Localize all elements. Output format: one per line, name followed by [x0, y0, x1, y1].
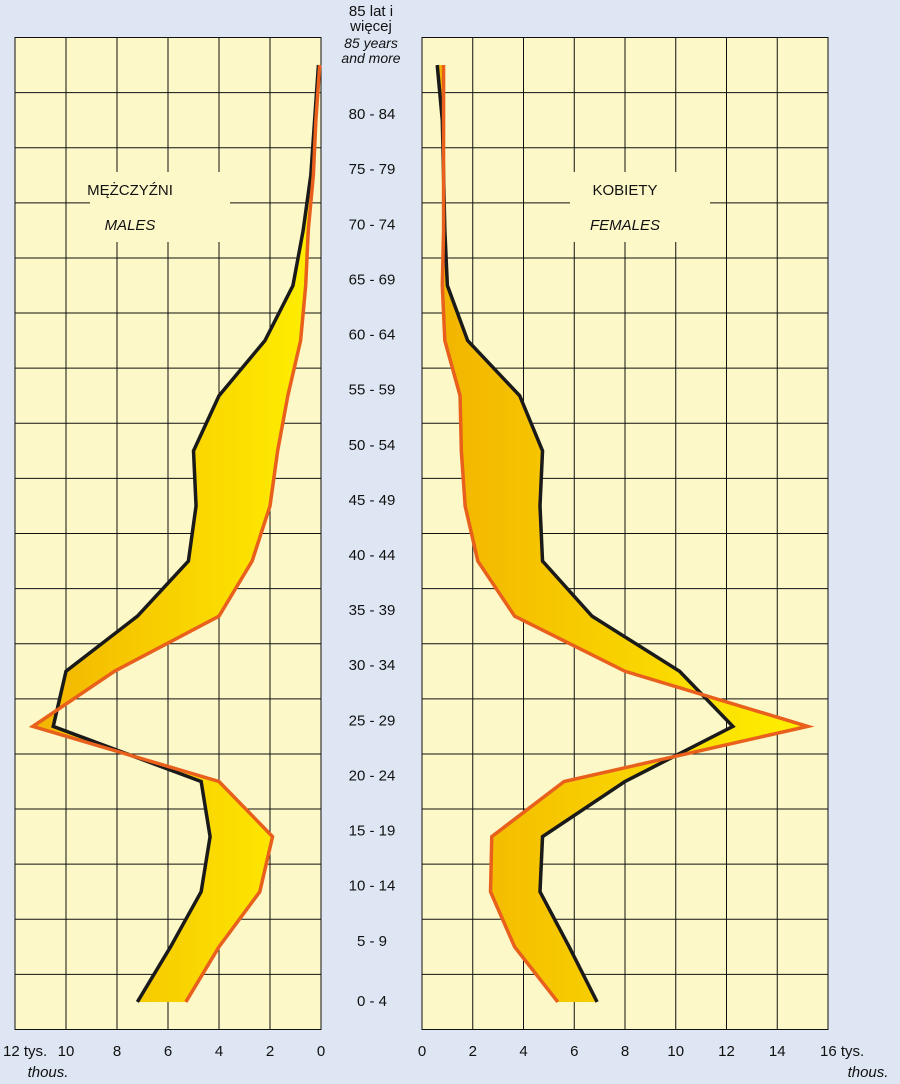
category-label: 0 - 4 — [357, 993, 387, 1010]
x-unit: thous. — [848, 1064, 889, 1081]
category-label: 50 - 54 — [349, 437, 396, 454]
x-tick-label: 0 — [317, 1043, 325, 1060]
category-label: 70 - 74 — [349, 216, 396, 233]
x-tick-label: 14 — [769, 1043, 786, 1060]
x-tick-label: 12 — [718, 1043, 735, 1060]
x-tick-label: 8 — [621, 1043, 629, 1060]
x-tick-label: 16 tys. — [820, 1043, 864, 1060]
category-label: 25 - 29 — [349, 712, 396, 729]
category-label: 15 - 19 — [349, 823, 396, 840]
category-label: 10 - 14 — [349, 878, 396, 895]
x-tick-label: 10 — [667, 1043, 684, 1060]
series-line — [440, 65, 815, 1004]
category-label: 75 - 79 — [349, 161, 396, 178]
band-fill — [437, 65, 808, 1002]
category-label: 40 - 44 — [349, 547, 396, 564]
series-line — [51, 64, 321, 1003]
x-tick-label: 10 — [58, 1043, 75, 1060]
panel-title: MĘŻCZYŹNI — [87, 181, 173, 199]
x-tick-label: 8 — [113, 1043, 121, 1060]
x-tick-label: 2 — [266, 1043, 274, 1060]
category-label: 5 - 9 — [357, 933, 387, 950]
panel-title: KOBIETY — [592, 182, 657, 199]
x-tick-label: 4 — [519, 1043, 527, 1060]
x-tick-label: 6 — [164, 1043, 172, 1060]
category-label: 60 - 64 — [349, 327, 396, 344]
x-tick-label: 0 — [418, 1043, 426, 1060]
category-label: 35 - 39 — [349, 602, 396, 619]
category-label: 65 - 69 — [349, 271, 396, 288]
title-box — [570, 172, 710, 242]
x-tick-label: 12 tys. — [3, 1043, 47, 1060]
category-label: 85 lat i więcej — [348, 3, 394, 35]
panel-subtitle: MALES — [105, 217, 156, 234]
category-label: 80 - 84 — [349, 106, 396, 123]
panel-subtitle: FEMALES — [590, 217, 660, 234]
category-label: 30 - 34 — [349, 657, 396, 674]
title-box — [90, 172, 230, 242]
category-note: 85 years and more — [341, 35, 401, 66]
category-label: 55 - 59 — [349, 382, 396, 399]
category-label: 20 - 24 — [349, 767, 396, 784]
top-category-label: 85 lat i więcej 85 years and more — [336, 4, 406, 66]
category-label: 45 - 49 — [349, 492, 396, 509]
x-tick-label: 4 — [215, 1043, 223, 1060]
x-tick-label: 2 — [469, 1043, 477, 1060]
series-line — [28, 64, 322, 1003]
x-unit: thous. — [28, 1064, 69, 1081]
x-tick-label: 6 — [570, 1043, 578, 1060]
